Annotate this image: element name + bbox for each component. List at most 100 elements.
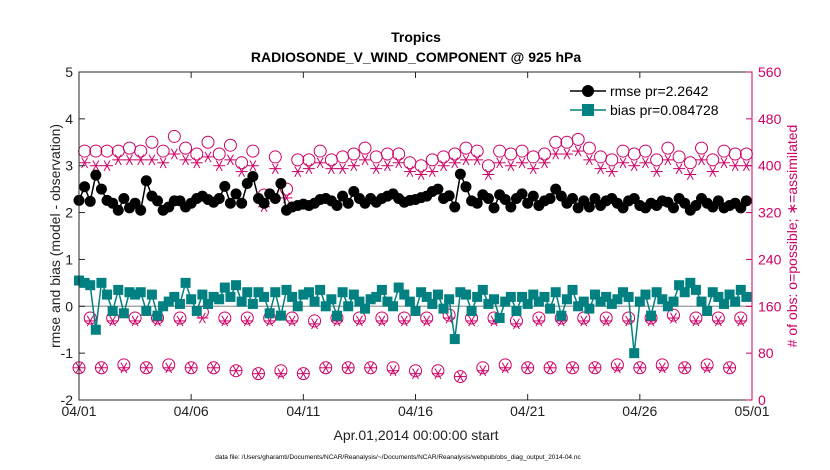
asterisk-stroke [170, 148, 178, 160]
plot-frame [78, 71, 753, 401]
obs-possible-point [470, 144, 484, 158]
obs-assimilated-point [101, 160, 114, 172]
asterisk-stroke [305, 163, 313, 175]
rmse-point [219, 180, 231, 192]
obs-assimilated-point [431, 368, 444, 380]
bias-point [466, 305, 477, 316]
bias-point [444, 294, 455, 305]
bias-point [315, 284, 326, 295]
obs-possible-point [145, 135, 159, 149]
bias-point [118, 308, 129, 319]
asterisk-stroke [344, 362, 352, 374]
bias-point [528, 289, 539, 300]
bias-point [337, 287, 348, 298]
obs-possible-point [610, 358, 624, 372]
asterisk-stroke [226, 154, 234, 166]
obs-assimilated-point [387, 365, 400, 377]
obs-possible-point [437, 150, 451, 164]
y-tick-label: 3 [65, 158, 73, 174]
asterisk-stroke [98, 362, 105, 374]
obs-assimilated-point [476, 365, 489, 377]
asterisk-stroke [294, 166, 302, 178]
bias-point [174, 298, 185, 309]
obs-possible-point [218, 311, 232, 325]
obs-assimilated-point [426, 166, 439, 178]
obs-assimilated-point [168, 148, 181, 160]
asterisk-stroke [619, 157, 627, 169]
obs-possible-point [122, 141, 136, 155]
bias-point [371, 291, 382, 302]
rmse-point [544, 193, 556, 205]
y2-tick-label: 80 [758, 345, 774, 361]
y2-tick-label: 400 [758, 158, 782, 174]
obs-assimilated-point [314, 157, 327, 169]
obs-assimilated-point [89, 160, 102, 172]
obs-possible-point [526, 150, 540, 164]
bias-point [124, 287, 135, 298]
asterisk-stroke [249, 160, 257, 172]
obs-possible-point [425, 153, 439, 167]
rmse-point [118, 193, 130, 205]
obs-assimilated-point [600, 315, 613, 327]
obs-assimilated-point [185, 362, 198, 374]
asterisk-stroke [513, 318, 520, 330]
rmse-point [740, 195, 752, 207]
obs-assimilated-point [286, 315, 299, 327]
bias-point [584, 303, 595, 314]
asterisk-stroke [428, 166, 436, 178]
bias-point [634, 296, 645, 307]
bias-point [483, 298, 494, 309]
obs-assimilated-point [381, 160, 394, 172]
y-tick-label: 0 [65, 298, 73, 314]
bias-point [472, 291, 483, 302]
bias-point [382, 296, 393, 307]
obs-assimilated-point [213, 160, 226, 172]
asterisk-stroke [698, 154, 705, 166]
obs-assimilated-point [398, 315, 411, 327]
obs-assimilated-point [129, 315, 142, 327]
asterisk-stroke [182, 154, 189, 166]
obs-assimilated-point [729, 160, 742, 172]
obs-possible-point [549, 135, 563, 149]
obs-assimilated-point [269, 163, 282, 175]
obs-assimilated-point [510, 318, 523, 330]
obs-possible-point [240, 311, 254, 325]
obs-assimilated-point [622, 315, 635, 327]
bias-point [208, 291, 219, 302]
chart-subtitle: RADIOSONDE_V_WIND_COMPONENT @ 925 hPa [251, 49, 581, 65]
asterisk-stroke [423, 315, 431, 327]
asterisk-stroke [400, 315, 408, 327]
obs-assimilated-point [224, 154, 237, 166]
asterisk-stroke [720, 157, 728, 169]
y-tick-label: 4 [65, 111, 73, 127]
asterisk-stroke [653, 166, 661, 178]
obs-possible-point [571, 132, 585, 146]
asterisk-stroke [597, 163, 605, 175]
obs-assimilated-point [566, 362, 579, 374]
obs-possible-point [409, 364, 422, 378]
bias-point [85, 280, 96, 291]
bias-point [90, 324, 101, 335]
asterisk-stroke [709, 166, 717, 178]
chart-title: Tropics [391, 29, 441, 45]
bias-point [309, 296, 320, 307]
rmse-point [449, 201, 461, 213]
asterisk-stroke [238, 166, 246, 178]
obs-assimilated-point [459, 154, 472, 166]
footnote: data file: /Users/gharamti/Documents/NCA… [215, 454, 581, 461]
rmse-point [471, 197, 483, 209]
obs-possible-point [302, 153, 316, 167]
bias-point [130, 289, 141, 300]
rmse-point [499, 193, 511, 205]
rmse-point [84, 195, 96, 207]
asterisk-stroke [372, 163, 380, 175]
y-tick-label: -2 [61, 392, 74, 408]
bias-point [365, 294, 376, 305]
obs-assimilated-point [499, 362, 512, 374]
asterisk-stroke [569, 362, 576, 374]
asterisk-stroke [456, 371, 464, 383]
obs-possible-point [78, 144, 92, 158]
obs-assimilated-point [157, 157, 170, 169]
bias-point [629, 348, 640, 359]
obs-possible-point [280, 182, 294, 196]
